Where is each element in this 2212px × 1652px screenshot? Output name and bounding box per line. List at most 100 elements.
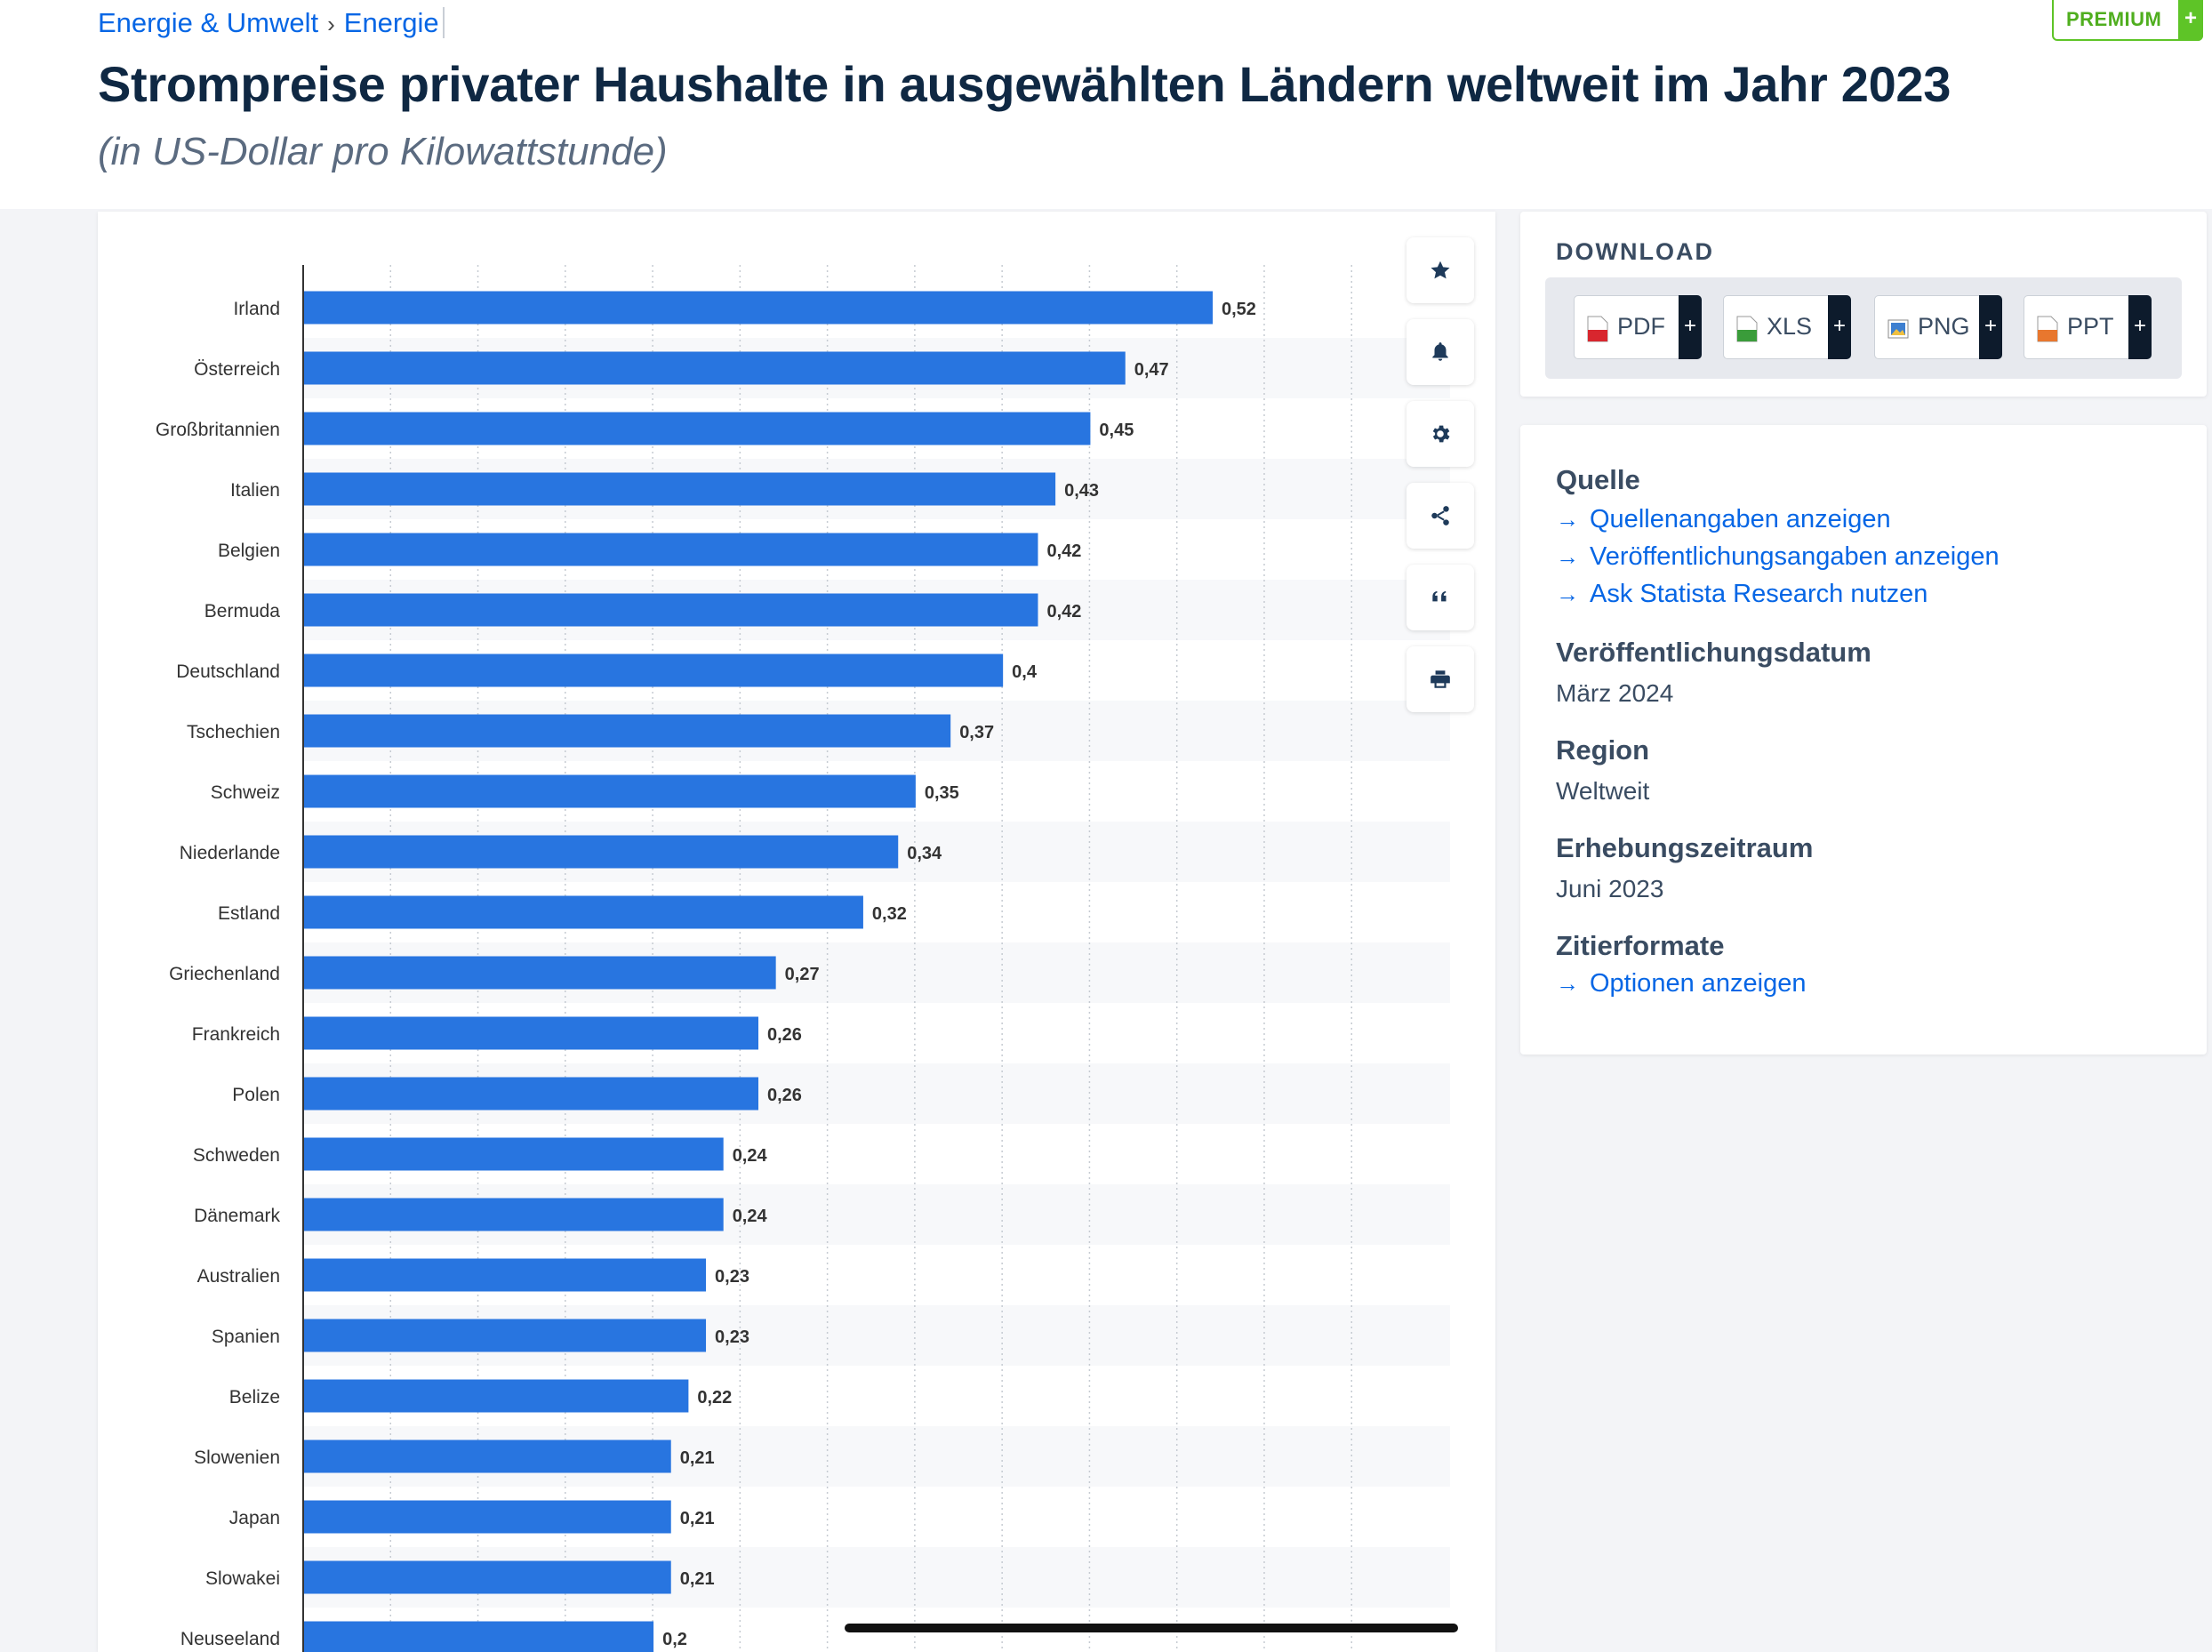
bar-16[interactable] — [304, 1259, 706, 1292]
category-label: Dänemark — [194, 1206, 280, 1226]
bar-13[interactable] — [304, 1078, 758, 1111]
value-label: 0,34 — [907, 844, 942, 863]
bell-icon — [1429, 341, 1452, 364]
bar-22[interactable] — [304, 1622, 653, 1652]
download-pdf-plus-icon: + — [1679, 295, 1702, 359]
bar-4[interactable] — [304, 533, 1038, 566]
bar-15[interactable] — [304, 1199, 724, 1231]
category-label: Slowenien — [194, 1448, 280, 1468]
print-button[interactable] — [1407, 646, 1474, 712]
category-label: Japan — [229, 1508, 280, 1528]
scroll-indicator[interactable] — [845, 1624, 1458, 1632]
star-icon — [1429, 259, 1452, 282]
pubdate-value: März 2024 — [1556, 679, 1673, 708]
bar-2[interactable] — [304, 413, 1090, 445]
breadcrumb-link-energie[interactable]: Energie — [344, 7, 445, 38]
ask-research-link[interactable]: →Ask Statista Research nutzen — [1556, 580, 1927, 609]
download-xls-button[interactable]: XLS + — [1723, 295, 1851, 359]
bar-19[interactable] — [304, 1440, 671, 1473]
download-ppt-button[interactable]: PPT + — [2024, 295, 2152, 359]
value-label: 0,42 — [1046, 541, 1081, 561]
value-label: 0,52 — [1222, 300, 1256, 319]
download-png-label: PNG — [1918, 313, 1970, 341]
bar-18[interactable] — [304, 1380, 688, 1413]
value-label: 0,21 — [680, 1569, 715, 1589]
value-label: 0,2 — [662, 1630, 687, 1649]
bar-11[interactable] — [304, 957, 776, 990]
quote-icon — [1429, 586, 1452, 609]
value-label: 0,21 — [680, 1509, 715, 1528]
breadcrumb-link-energie-umwelt[interactable]: Energie & Umwelt — [98, 7, 318, 38]
breadcrumb: Energie & Umwelt › Energie — [98, 7, 445, 39]
category-label: Irland — [233, 299, 280, 319]
region-value: Weltweit — [1556, 777, 1649, 806]
value-label: 0,21 — [680, 1448, 715, 1468]
bar-5[interactable] — [304, 594, 1038, 627]
category-label: Schweiz — [211, 782, 280, 803]
bar-1[interactable] — [304, 352, 1126, 385]
arrow-right-icon: → — [1556, 506, 1579, 533]
value-label: 0,35 — [925, 783, 959, 803]
category-label: Großbritannien — [156, 420, 280, 440]
download-buttons: PDF + XLS + PNG + PPT + — [1545, 277, 2182, 379]
bar-17[interactable] — [304, 1319, 706, 1352]
value-label: 0,32 — [872, 904, 907, 924]
source-link-label: Quellenangaben anzeigen — [1590, 505, 1891, 533]
publication-link[interactable]: → Veröffentlichungsangaben anzeigen — [1556, 542, 2000, 572]
bar-3[interactable] — [304, 473, 1055, 506]
value-label: 0,26 — [767, 1025, 802, 1045]
value-label: 0,24 — [733, 1207, 768, 1226]
bar-9[interactable] — [304, 836, 898, 869]
category-label: Polen — [232, 1085, 280, 1105]
pdf-file-icon — [1587, 316, 1608, 342]
bar-21[interactable] — [304, 1561, 671, 1594]
download-xls-plus-icon: + — [1828, 295, 1851, 359]
value-label: 0,26 — [767, 1086, 802, 1105]
download-png-plus-icon: + — [1979, 295, 2002, 359]
bar-12[interactable] — [304, 1017, 758, 1050]
category-label: Slowakei — [205, 1568, 280, 1589]
gear-icon — [1429, 422, 1452, 445]
arrow-right-icon: → — [1556, 543, 1579, 570]
notification-button[interactable] — [1407, 319, 1474, 385]
print-icon — [1429, 668, 1452, 691]
download-pdf-button[interactable]: PDF + — [1574, 295, 1702, 359]
publication-link-label: Veröffentlichungsangaben anzeigen — [1590, 542, 2000, 571]
breadcrumb-separator: › — [327, 11, 335, 37]
value-label: 0,24 — [733, 1146, 768, 1166]
bar-6[interactable] — [304, 654, 1003, 687]
bar-10[interactable] — [304, 896, 863, 929]
region-heading: Region — [1556, 734, 1649, 766]
category-label: Australien — [197, 1266, 280, 1287]
bar-20[interactable] — [304, 1501, 671, 1534]
value-label: 0,22 — [697, 1388, 732, 1407]
value-label: 0,42 — [1046, 602, 1081, 622]
value-label: 0,43 — [1064, 481, 1099, 501]
page-title: Strompreise privater Haushalte in ausgew… — [98, 55, 1951, 113]
category-label: Estland — [218, 903, 280, 924]
page-subtitle: (in US-Dollar pro Kilowattstunde) — [98, 130, 668, 174]
source-heading: Quelle — [1556, 464, 1640, 496]
premium-plus-icon: + — [2178, 0, 2203, 41]
favorite-button[interactable] — [1407, 237, 1474, 303]
download-ppt-label: PPT — [2067, 313, 2114, 341]
premium-label: PREMIUM — [2066, 8, 2161, 31]
share-button[interactable] — [1407, 483, 1474, 549]
premium-badge[interactable]: PREMIUM + — [2052, 0, 2203, 41]
citation-options-link[interactable]: →Optionen anzeigen — [1556, 969, 1806, 998]
category-label: Frankreich — [192, 1024, 280, 1045]
category-label: Schweden — [193, 1145, 280, 1166]
period-value: Juni 2023 — [1556, 875, 1663, 903]
bar-7[interactable] — [304, 715, 950, 748]
download-png-button[interactable]: PNG + — [1874, 295, 2002, 359]
cite-button[interactable] — [1407, 565, 1474, 630]
source-link[interactable]: → Quellenangaben anzeigen — [1556, 505, 1891, 534]
bar-0[interactable] — [304, 292, 1213, 325]
settings-button[interactable] — [1407, 401, 1474, 467]
category-label: Belize — [229, 1387, 280, 1407]
download-card: DOWNLOAD PDF + XLS + PNG + PPT + — [1520, 212, 2207, 397]
bar-14[interactable] — [304, 1138, 724, 1171]
bar-8[interactable] — [304, 775, 916, 808]
value-label: 0,47 — [1134, 360, 1169, 380]
